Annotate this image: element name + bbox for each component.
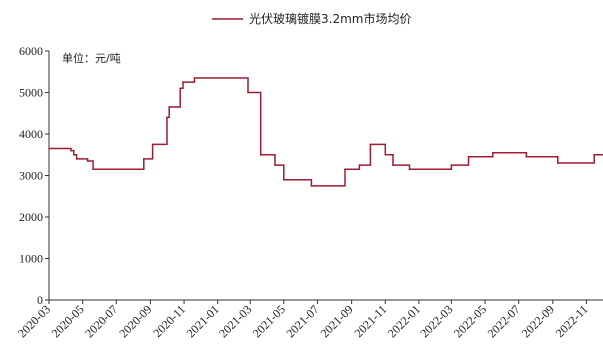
data-point [492,151,494,154]
x-tick-label: 2021-01 [184,302,222,340]
data-point [86,160,89,162]
data-point [259,154,262,156]
legend: 光伏玻璃镀膜3.2mm市场均价 [212,11,411,26]
x-tick-label: 2022-05 [451,302,489,340]
data-point [384,154,387,156]
data-point [48,147,50,150]
x-tick-label: 2021-07 [283,302,321,340]
data-point [179,87,181,90]
series-line [49,77,603,187]
y-tick-label: 0 [37,293,43,307]
x-tick-label: 2022-11 [553,302,591,340]
x-tick-label: 2020-09 [116,302,154,340]
y-axis: 0 1000 2000 3000 4000 5000 6000 [19,44,50,307]
data-point [151,143,154,146]
x-tick-label: 2021-11 [352,302,390,340]
data-point [392,164,394,166]
x-tick-label: 2020-11 [150,302,188,340]
data-point [283,178,285,181]
data-point [310,185,313,187]
data-point [369,143,372,146]
data-point [557,162,559,164]
y-tick-label: 6000 [19,44,43,58]
data-point [193,77,196,79]
y-tick-label: 4000 [19,127,43,141]
data-point [70,149,72,152]
x-tick-label: 2020-03 [15,302,53,340]
x-tick-label: 2022-01 [385,302,423,340]
x-axis: 2020-032020-052020-072020-092020-112021-… [15,299,603,340]
data-point [168,106,170,108]
x-tick-label: 2022-09 [519,302,557,340]
legend-label: 光伏玻璃镀膜3.2mm市场均价 [249,11,411,26]
data-point [344,168,346,171]
x-tick-label: 2021-03 [216,302,254,340]
x-tick-label: 2022-03 [417,302,455,340]
x-tick-label: 2020-07 [82,302,120,340]
x-tick-label: 2020-05 [49,302,87,340]
plot-area [48,77,603,187]
data-point [358,164,361,166]
data-point [274,164,276,166]
unit-label: 单位：元/吨 [62,51,121,65]
x-tick-label: 2022-07 [485,302,523,340]
y-tick-label: 1000 [19,252,43,266]
data-point [593,154,595,156]
data-point [525,156,528,158]
y-tick-label: 3000 [19,169,43,183]
data-point [73,154,75,156]
data-point [166,116,168,119]
data-point [143,158,145,160]
data-point [75,158,78,160]
data-point [182,81,184,83]
x-tick-label: 2021-05 [250,302,288,340]
data-point [92,168,94,171]
y-tick-label: 5000 [19,86,43,100]
data-point [467,156,470,158]
y-tick-label: 2000 [19,210,43,224]
data-point [450,164,453,166]
x-tick-label: 2021-09 [318,302,356,340]
data-point [408,168,411,171]
data-point [247,91,249,94]
